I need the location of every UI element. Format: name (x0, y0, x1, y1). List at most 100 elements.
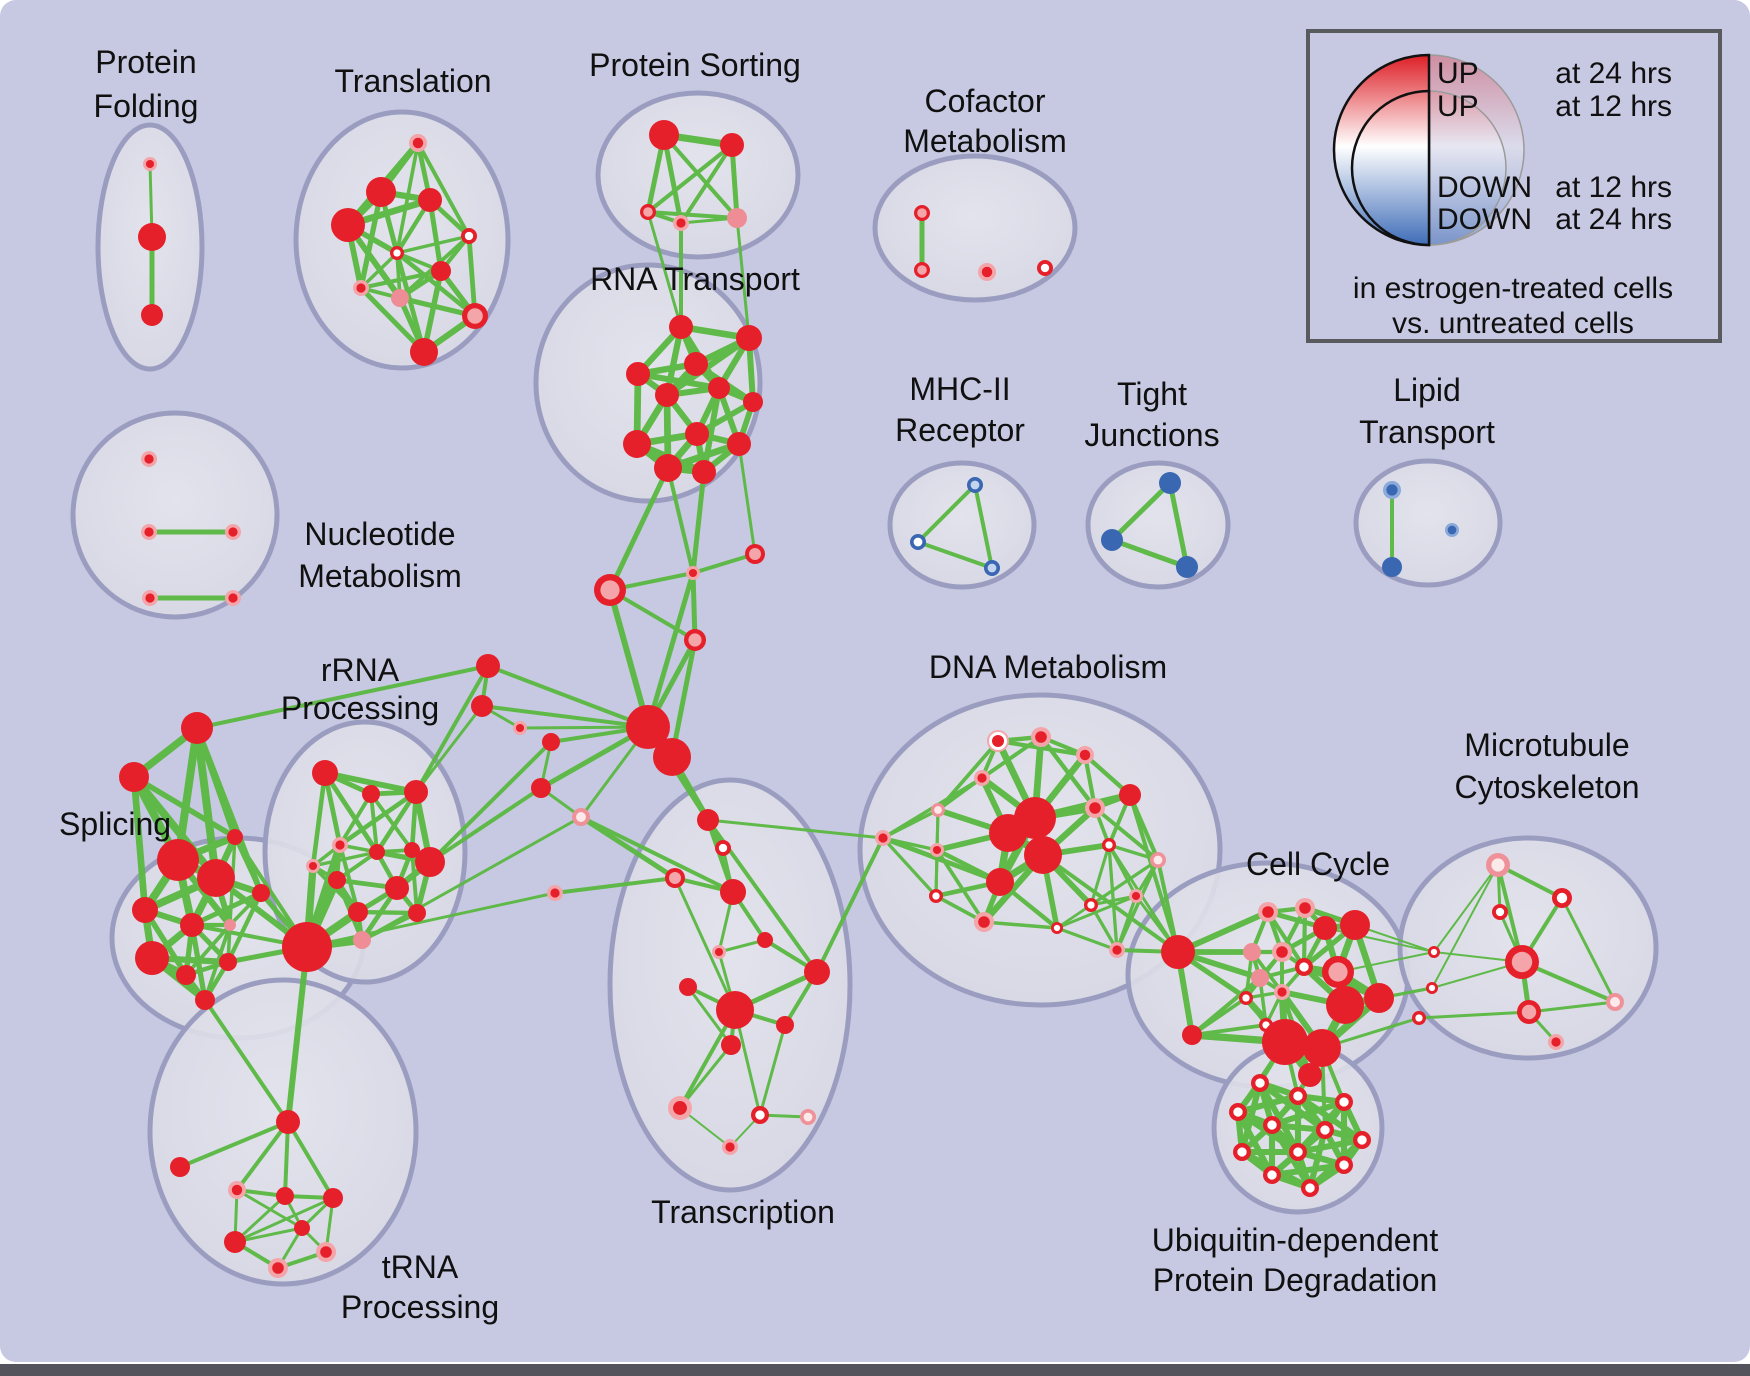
node-ps-0 (649, 120, 679, 150)
network-edge (466, 233, 478, 319)
node-core-dm-16 (978, 916, 990, 928)
node-rr-8 (328, 871, 346, 889)
network-edge (414, 664, 490, 794)
node-rr-1 (362, 785, 380, 803)
node-ps-4 (727, 208, 747, 228)
legend-caption-1: vs. untreated cells (1392, 307, 1634, 340)
network-edge (1433, 864, 1499, 953)
network-edge (679, 143, 734, 225)
network-edge (1109, 480, 1173, 543)
network-edge (283, 1120, 290, 1198)
cluster-ellipse-cf (872, 153, 1078, 303)
network-edge (646, 210, 739, 220)
node-cc-9 (1251, 969, 1269, 987)
cluster-label-cc: Cell Cycle (1246, 846, 1390, 882)
node-core-dm-8 (932, 845, 942, 855)
node-core-cc-8 (1328, 962, 1348, 982)
node-core-tl-5 (393, 249, 401, 257)
network-edge (486, 664, 650, 729)
legend-time-2: at 12 hrs (1555, 171, 1672, 204)
legend-caption-0: in estrogen-treated cells (1353, 272, 1673, 305)
network-edge (358, 268, 444, 291)
cluster-label-ub: Ubiquitin-dependent (1152, 1222, 1439, 1258)
network-edge (553, 876, 677, 895)
node-rt-4 (708, 377, 730, 399)
cluster-label-mt: Cytoskeleton (1455, 769, 1640, 805)
network-edge (310, 770, 328, 869)
node-rr-6 (404, 842, 420, 858)
network-edge (1560, 896, 1617, 1004)
network-edge (394, 250, 427, 355)
node-core-nm-2 (228, 527, 238, 537)
node-core-tx-2 (669, 872, 681, 884)
network-edge (1107, 843, 1180, 954)
network-edge (662, 133, 739, 220)
node-core-nm-4 (228, 593, 238, 603)
node-core-mt-8 (1415, 1014, 1423, 1022)
legend-direction-1: UP (1437, 90, 1479, 123)
node-tx-3 (720, 879, 746, 905)
network-edge (1089, 843, 1111, 907)
node-rr-13 (353, 931, 371, 949)
node-rr-10 (348, 902, 368, 922)
cluster-ellipse-tj (1085, 460, 1231, 590)
node-core-dm-20 (1112, 945, 1122, 955)
network-edge (1055, 926, 1119, 952)
network-edge (311, 850, 379, 868)
node-core-rr-3 (335, 840, 345, 850)
network-edge (184, 923, 232, 977)
cluster-label-mh: MHC-II (909, 371, 1010, 407)
network-edge (1167, 480, 1190, 570)
network-edge (189, 922, 208, 1003)
network-edge (1294, 1136, 1366, 1156)
legend-time-1: at 12 hrs (1555, 90, 1672, 123)
node-ch-10 (471, 695, 493, 717)
network-edge (359, 251, 399, 290)
node-core-cf-1 (917, 265, 927, 275)
node-core-rr-4 (308, 861, 318, 871)
node-rt-6 (743, 392, 763, 412)
network-edge (1055, 894, 1138, 930)
network-edge (337, 842, 361, 915)
node-core-mt-3 (1511, 951, 1533, 973)
cluster-label-mt: Microtubule (1464, 727, 1629, 763)
node-dm-10 (989, 814, 1027, 852)
cluster-label-cf: Cofactor (925, 83, 1046, 119)
node-rt-11 (692, 460, 716, 484)
network-edge (973, 483, 994, 570)
node-core-ub-11 (1305, 1183, 1315, 1193)
network-edge (1128, 793, 1180, 954)
node-core-tx-13 (755, 1110, 765, 1120)
network-edge (285, 944, 310, 1125)
cluster-ellipse-lp (1353, 458, 1503, 588)
node-core-ch-3 (688, 633, 702, 647)
network-edge (395, 234, 471, 255)
node-core-tn-2 (231, 1184, 243, 1196)
node-tx-0 (697, 809, 719, 831)
node-tn-6 (294, 1220, 310, 1236)
legend-direction-0: UP (1437, 57, 1479, 90)
cluster-label-pf: Protein (95, 44, 196, 80)
cluster-label-tx: Transcription (651, 1194, 835, 1230)
node-cc-13 (1326, 986, 1364, 1024)
network-edge (130, 773, 149, 914)
cluster-label-cf: Metabolism (903, 123, 1067, 159)
node-rr-7 (415, 847, 445, 877)
node-core-cc-11 (1277, 987, 1287, 997)
network-edge (686, 985, 733, 1047)
node-dm-12 (986, 868, 1014, 896)
node-tl-3 (331, 208, 365, 242)
cluster-label-tj: Tight (1117, 376, 1187, 412)
network-edge (1109, 537, 1190, 570)
node-core-ch-2 (600, 580, 620, 600)
node-core-nm-0 (144, 454, 154, 464)
node-rr-0 (312, 760, 338, 786)
node-sp-8 (224, 919, 236, 931)
cluster-ellipse-tx (607, 777, 853, 1193)
node-rt-10 (654, 454, 682, 482)
cluster-label-lp: Transport (1359, 414, 1495, 450)
node-tj-2 (1176, 556, 1198, 578)
network-edge (322, 770, 419, 795)
node-cc-3 (1313, 916, 1337, 940)
node-sp-4 (197, 859, 235, 897)
